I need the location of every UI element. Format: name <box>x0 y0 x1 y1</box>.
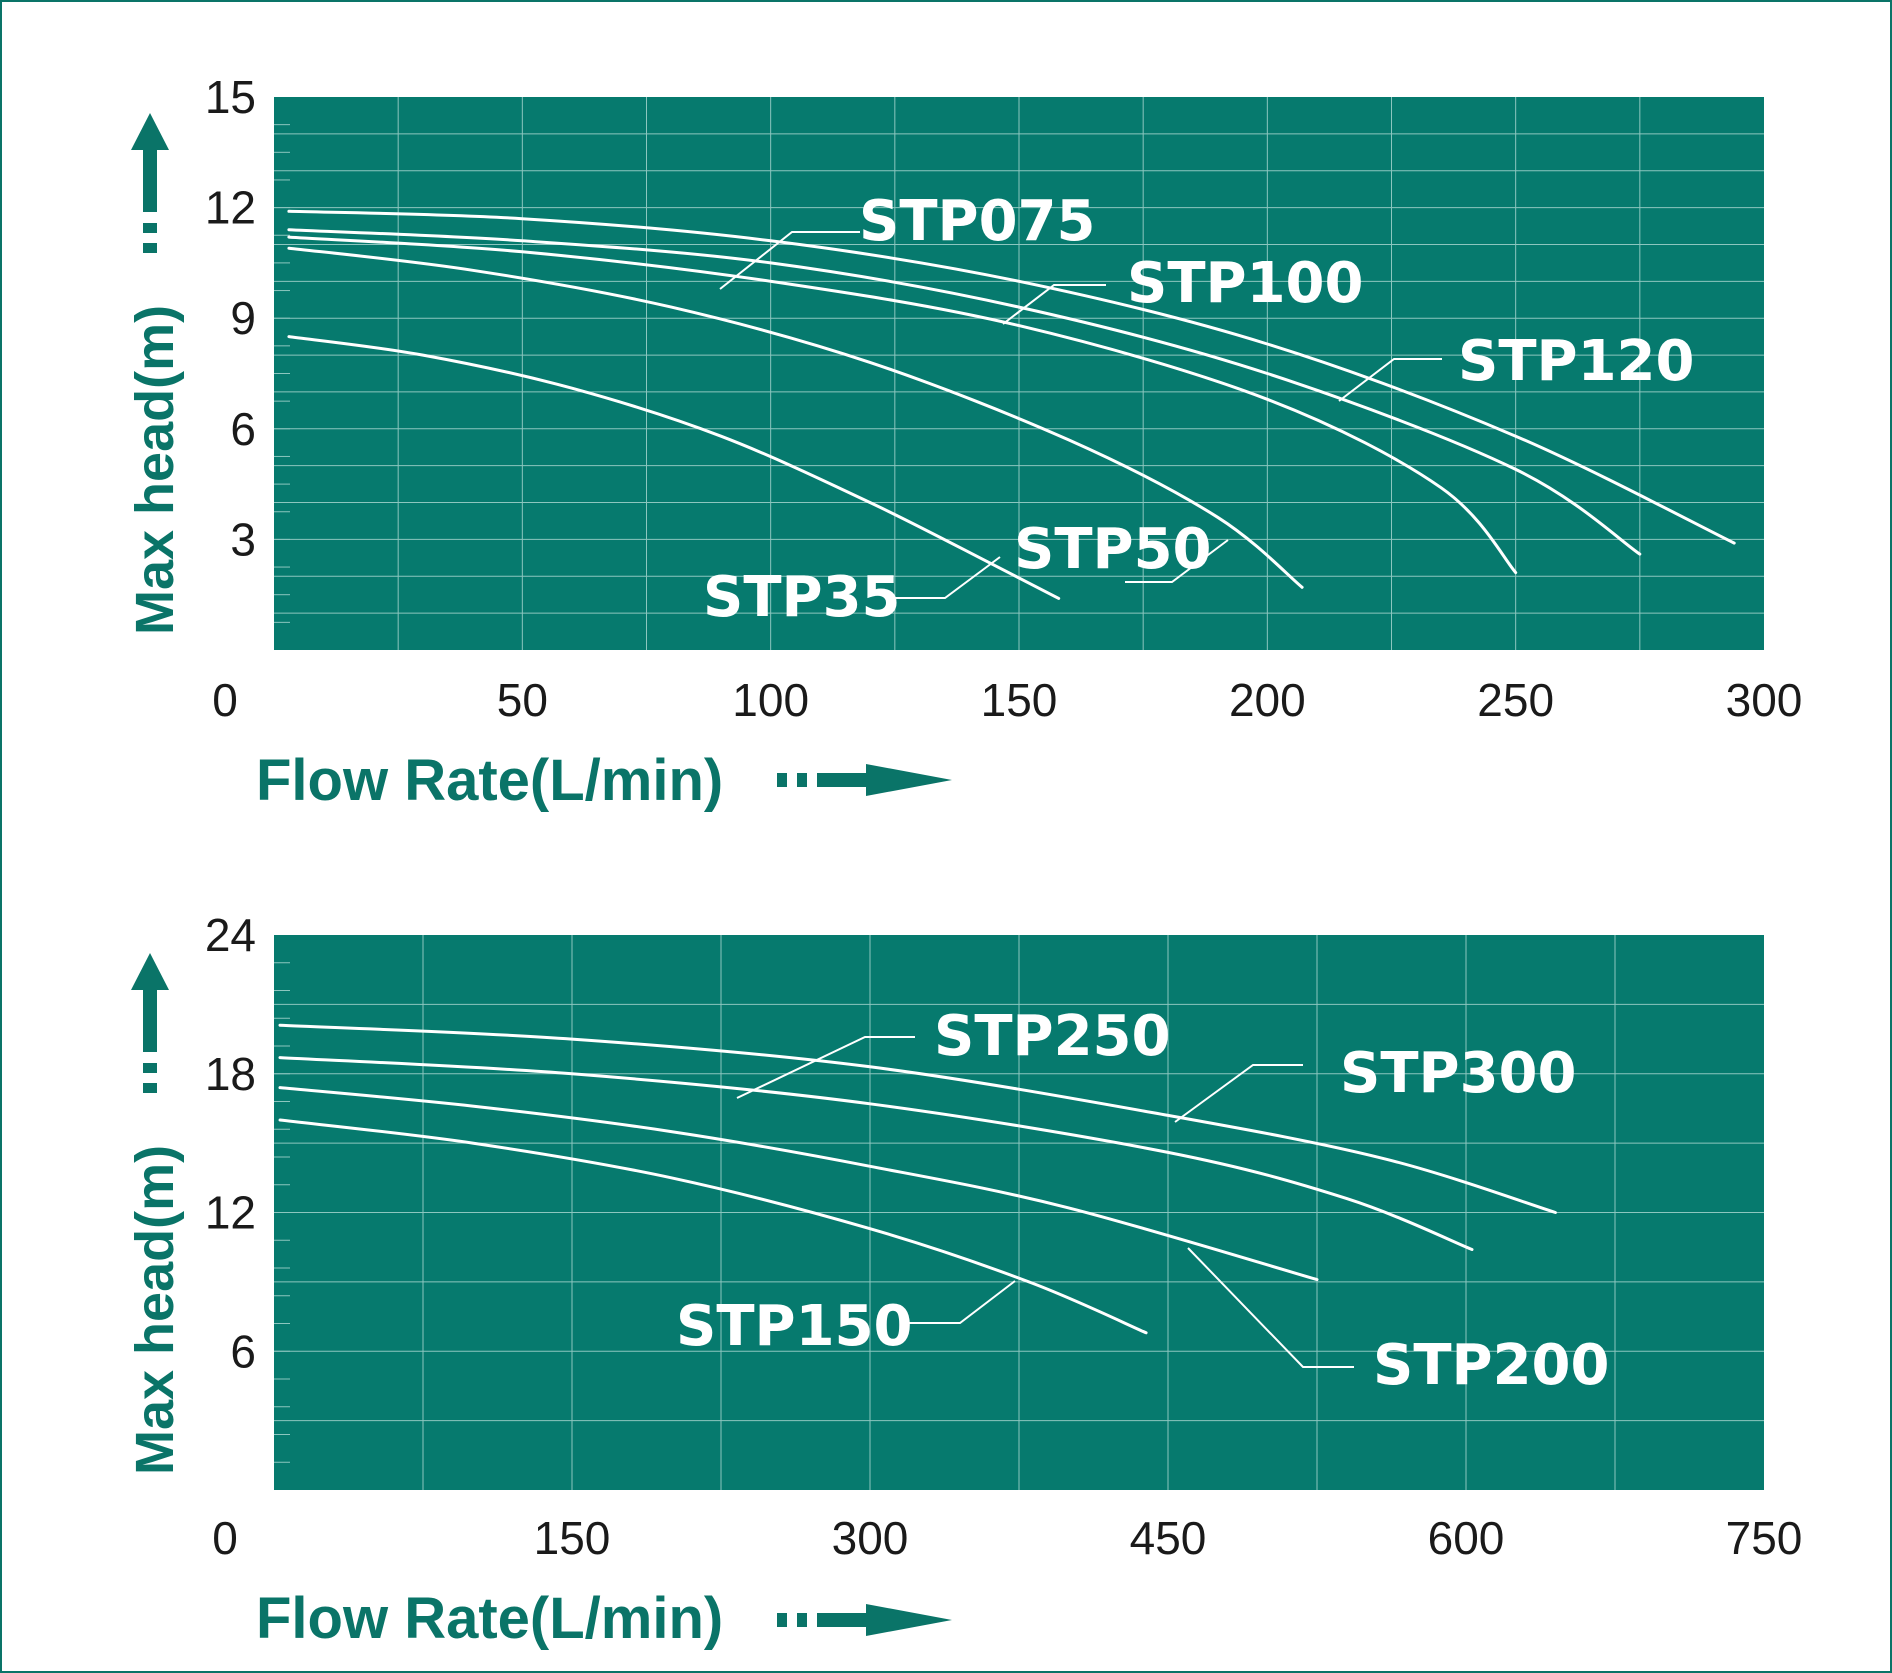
y-axis-title-bottom: Max head(m) <box>125 1145 185 1475</box>
chart-top: 0 50 100 150 200 250 300 3 6 9 12 15 STP35 STP50 S… <box>125 71 1802 813</box>
x-tick-label: 100 <box>732 674 809 726</box>
label-stp200: STP200 <box>1373 1333 1609 1398</box>
y-tick-labels-bottom: 6 12 18 24 <box>205 909 256 1377</box>
x-tick-label: 750 <box>1726 1512 1803 1564</box>
label-stp150: STP150 <box>676 1294 912 1359</box>
curve-stp100 <box>287 228 1642 556</box>
y-tick-label: 9 <box>230 292 256 344</box>
right-arrow-icon <box>777 764 952 796</box>
chart-bottom: 0 150 300 450 600 750 6 12 18 24 STP150 STP200 S… <box>125 909 1802 1651</box>
y-tick-label: 12 <box>205 182 256 234</box>
x-tick-label: 450 <box>1130 1512 1207 1564</box>
grid-top <box>274 97 1764 650</box>
minor-ticks-top <box>274 124 290 623</box>
x-tick-label: 600 <box>1428 1512 1505 1564</box>
x-tick-labels-top: 0 50 100 150 200 250 300 <box>212 674 1802 726</box>
leader-stp120 <box>1338 358 1442 402</box>
leader-stp50 <box>1125 539 1229 583</box>
y-tick-label: 3 <box>230 513 256 565</box>
leader-stp35 <box>895 556 1001 599</box>
y-tick-label: 12 <box>205 1187 256 1239</box>
y-tick-label: 15 <box>205 71 256 123</box>
leader-stp250 <box>736 1036 915 1099</box>
x-tick-label: 0 <box>212 674 238 726</box>
curve-stp50 <box>287 246 1304 589</box>
leader-stp075 <box>719 231 860 290</box>
x-tick-label: 150 <box>981 674 1058 726</box>
y-tick-label: 24 <box>205 909 256 961</box>
y-tick-label: 6 <box>230 403 256 455</box>
up-arrow-icon <box>131 953 169 1093</box>
x-tick-label: 150 <box>534 1512 611 1564</box>
curve-stp300 <box>278 1023 1557 1214</box>
x-axis-title-top: Flow Rate(L/min) <box>256 748 723 813</box>
minor-ticks-bottom <box>274 962 290 1463</box>
curve-stp250 <box>278 1056 1474 1251</box>
y-tick-labels-top: 3 6 9 12 15 <box>205 71 256 565</box>
label-stp075: STP075 <box>859 189 1095 254</box>
up-arrow-icon <box>131 113 169 253</box>
curve-stp35 <box>287 335 1061 600</box>
label-stp120: STP120 <box>1458 329 1694 394</box>
label-stp300: STP300 <box>1340 1041 1576 1106</box>
leader-stp150 <box>908 1280 1016 1324</box>
x-tick-labels-bottom: 0 150 300 450 600 750 <box>212 1512 1802 1564</box>
y-axis-title-top: Max head(m) <box>125 305 185 635</box>
leader-lines-top <box>719 231 1442 599</box>
grid-bottom <box>274 935 1764 1490</box>
leader-lines-bottom <box>736 1036 1354 1368</box>
leader-stp100 <box>1002 284 1106 325</box>
x-axis-title-bottom: Flow Rate(L/min) <box>256 1586 723 1651</box>
leader-stp200 <box>1187 1247 1354 1368</box>
x-tick-label: 200 <box>1229 674 1306 726</box>
label-stp100: STP100 <box>1127 251 1363 316</box>
label-stp50: STP50 <box>1014 517 1212 582</box>
label-stp250: STP250 <box>934 1004 1170 1069</box>
curves-top <box>287 209 1736 600</box>
curve-stp150 <box>278 1118 1148 1335</box>
label-stp35: STP35 <box>703 565 901 630</box>
curves-bottom <box>278 1023 1557 1335</box>
y-tick-label: 18 <box>205 1048 256 1100</box>
x-tick-label: 300 <box>832 1512 909 1564</box>
x-tick-label: 250 <box>1477 674 1554 726</box>
x-tick-label: 50 <box>497 674 548 726</box>
curve-stp120 <box>287 209 1736 545</box>
x-tick-label: 0 <box>212 1512 238 1564</box>
y-tick-label: 6 <box>230 1325 256 1377</box>
curve-stp075 <box>287 235 1518 575</box>
leader-stp300 <box>1174 1064 1303 1123</box>
curve-stp200 <box>278 1086 1319 1282</box>
x-tick-label: 300 <box>1726 674 1803 726</box>
right-arrow-icon <box>777 1604 952 1636</box>
